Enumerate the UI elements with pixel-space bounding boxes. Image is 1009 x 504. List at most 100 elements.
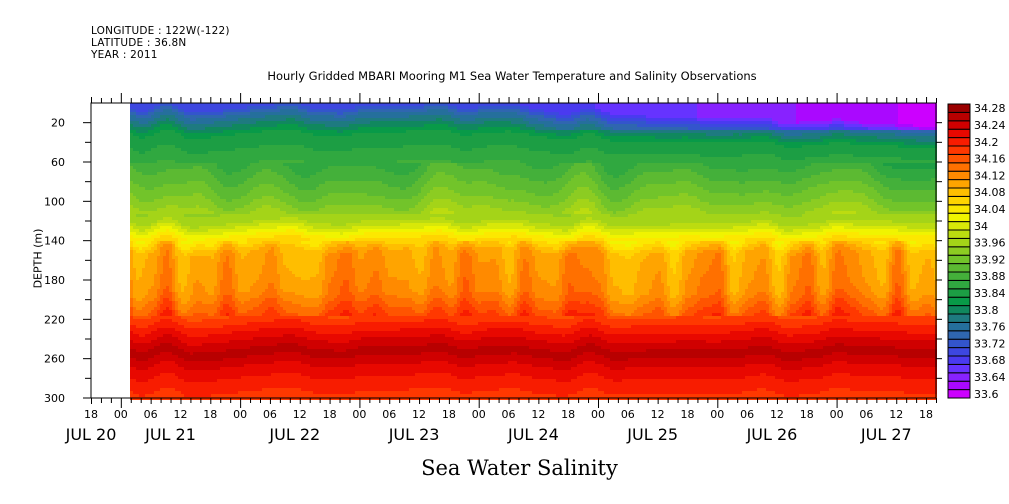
contour-cell [193, 367, 196, 370]
contour-cell [199, 349, 202, 352]
contour-cell [145, 253, 148, 256]
contour-cell [241, 214, 244, 217]
contour-cell [163, 364, 166, 367]
contour-cell [157, 130, 160, 133]
contour-cell [277, 286, 280, 289]
contour-cell [202, 232, 205, 235]
contour-cell [253, 232, 256, 235]
contour-cell [226, 394, 229, 397]
contour-cell [136, 226, 139, 229]
contour-cell [169, 334, 172, 337]
contour-cell [133, 346, 136, 349]
contour-cell [277, 121, 280, 124]
contour-cell [241, 271, 244, 274]
contour-cell [256, 166, 259, 169]
contour-cell [193, 247, 196, 250]
contour-cell [208, 388, 211, 391]
contour-cell [190, 193, 193, 196]
contour-cell [133, 307, 136, 310]
contour-cell [235, 193, 238, 196]
contour-cell [163, 241, 166, 244]
contour-cell [217, 250, 220, 253]
contour-cell [181, 286, 184, 289]
contour-cell [178, 382, 181, 385]
contour-cell [184, 115, 187, 118]
contour-cell [169, 205, 172, 208]
contour-cell [163, 196, 166, 199]
contour-cell [166, 184, 169, 187]
contour-cell [181, 160, 184, 163]
contour-cell [226, 343, 229, 346]
contour-cell [172, 160, 175, 163]
contour-cell [163, 184, 166, 187]
contour-cell [244, 331, 247, 334]
contour-cell [235, 169, 238, 172]
contour-cell [142, 202, 145, 205]
contour-cell [199, 346, 202, 349]
contour-cell [145, 349, 148, 352]
contour-cell [139, 298, 142, 301]
contour-cell [226, 193, 229, 196]
contour-cell [250, 181, 253, 184]
contour-cell [268, 310, 271, 313]
contour-cell [181, 265, 184, 268]
contour-cell [232, 139, 235, 142]
contour-cell [175, 202, 178, 205]
contour-cell [205, 151, 208, 154]
contour-cell [271, 373, 274, 376]
contour-cell [193, 112, 196, 115]
contour-cell [253, 133, 256, 136]
contour-cell [187, 154, 190, 157]
contour-cell [136, 142, 139, 145]
contour-cell [244, 316, 247, 319]
contour-cell [133, 151, 136, 154]
contour-cell [145, 385, 148, 388]
contour-cell [220, 256, 223, 259]
contour-cell [271, 214, 274, 217]
contour-cell [241, 265, 244, 268]
contour-cell [262, 124, 265, 127]
contour-cell [229, 370, 232, 373]
contour-cell [154, 370, 157, 373]
contour-cell [202, 157, 205, 160]
contour-cell [166, 385, 169, 388]
contour-cell [217, 154, 220, 157]
contour-cell [157, 226, 160, 229]
contour-cell [253, 175, 256, 178]
contour-cell [136, 208, 139, 211]
contour-cell [178, 229, 181, 232]
contour-cell [139, 259, 142, 262]
contour-cell [223, 370, 226, 373]
contour-cell [166, 274, 169, 277]
contour-cell [214, 154, 217, 157]
contour-cell [163, 292, 166, 295]
contour-cell [223, 163, 226, 166]
contour-cell [178, 247, 181, 250]
contour-cell [247, 268, 250, 271]
contour-cell [187, 121, 190, 124]
contour-cell [229, 319, 232, 322]
contour-cell [208, 187, 211, 190]
contour-cell [217, 325, 220, 328]
contour-cell [217, 328, 220, 331]
contour-cell [154, 142, 157, 145]
contour-cell [169, 361, 172, 364]
contour-cell [226, 244, 229, 247]
contour-cell [256, 145, 259, 148]
contour-cell [268, 238, 271, 241]
contour-cell [265, 178, 268, 181]
contour-cell [148, 367, 151, 370]
contour-cell [220, 145, 223, 148]
contour-cell [211, 349, 214, 352]
contour-cell [163, 136, 166, 139]
contour-cell [193, 241, 196, 244]
contour-cell [169, 244, 172, 247]
contour-cell [244, 364, 247, 367]
contour-cell [184, 190, 187, 193]
contour-cell [157, 319, 160, 322]
contour-cell [145, 250, 148, 253]
contour-cell [268, 148, 271, 151]
contour-cell [253, 247, 256, 250]
contour-cell [169, 298, 172, 301]
contour-cell [148, 139, 151, 142]
